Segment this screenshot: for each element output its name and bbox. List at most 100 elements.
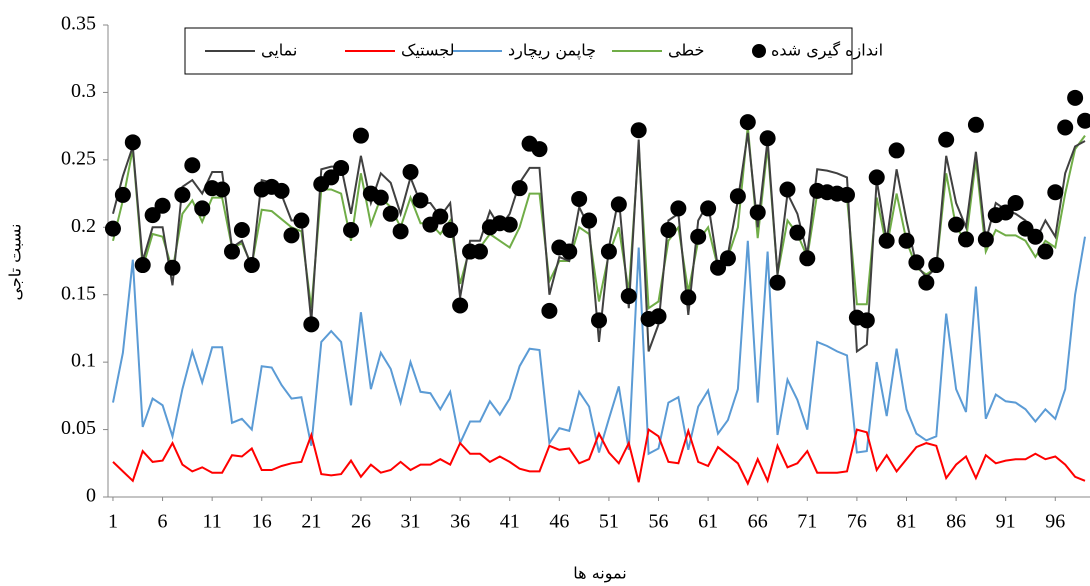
data-point	[928, 257, 945, 274]
x-tick-label: 86	[946, 511, 966, 533]
data-point	[303, 316, 320, 333]
data-point	[997, 204, 1014, 221]
y-tick-label: 0.3	[71, 80, 96, 102]
data-point	[620, 288, 637, 305]
data-point	[868, 169, 885, 186]
data-point	[670, 200, 687, 217]
data-point	[174, 186, 191, 203]
data-point	[1027, 228, 1044, 245]
data-point	[571, 190, 588, 207]
data-point	[273, 182, 290, 199]
data-point	[908, 254, 925, 271]
x-tick-label: 26	[351, 511, 371, 533]
data-point	[878, 232, 895, 249]
data-point	[719, 250, 736, 267]
data-point	[1077, 112, 1090, 129]
data-point	[581, 212, 598, 229]
data-point	[918, 274, 935, 291]
data-point	[194, 200, 211, 217]
data-point	[144, 207, 161, 224]
data-point	[789, 224, 806, 241]
series-line	[112, 427, 1086, 486]
data-point	[888, 142, 905, 159]
y-tick-label: 0.2	[71, 215, 96, 237]
legend-label: لجستیک	[401, 41, 454, 60]
data-point	[343, 221, 360, 238]
y-tick-label: 0.1	[71, 350, 96, 372]
data-point	[541, 302, 558, 319]
x-tick-label: 56	[649, 511, 669, 533]
x-tick-label: 66	[748, 511, 768, 533]
data-point	[442, 221, 459, 238]
data-point	[283, 227, 300, 244]
data-point	[700, 200, 717, 217]
y-tick-label: 0	[86, 485, 96, 507]
data-point	[471, 243, 488, 260]
data-point	[938, 131, 955, 148]
data-point	[412, 192, 429, 209]
data-point	[591, 312, 607, 329]
data-point	[769, 274, 786, 291]
y-tick-label: 0.15	[61, 282, 96, 304]
data-point	[749, 204, 766, 221]
legend-label: اندازه گیری شده	[771, 41, 883, 61]
data-point	[1067, 89, 1084, 106]
y-axis-label: نسبت تاجی	[6, 224, 25, 301]
data-point	[134, 257, 151, 274]
data-point	[511, 180, 528, 197]
data-point	[680, 289, 697, 306]
legend-box	[184, 27, 853, 75]
y-tick-label: 0.05	[61, 417, 96, 439]
data-point	[223, 243, 240, 260]
data-point	[948, 216, 965, 233]
x-tick-label: 51	[599, 511, 619, 533]
legend-label: خطی	[668, 41, 704, 60]
x-axis-label: نمونه ها	[573, 564, 626, 584]
data-point	[630, 122, 647, 139]
data-point	[799, 250, 816, 267]
data-point	[690, 228, 707, 245]
data-point	[382, 205, 399, 222]
data-point	[333, 159, 350, 176]
data-point	[710, 259, 727, 276]
x-tick-label: 6	[158, 511, 168, 533]
x-tick-label: 11	[203, 511, 222, 533]
data-point	[1047, 184, 1064, 201]
data-point	[977, 231, 994, 248]
data-point	[1037, 243, 1054, 260]
legend-marker	[752, 44, 766, 58]
x-tick-label: 76	[847, 511, 867, 533]
data-point	[729, 188, 746, 205]
y-tick-label: 0.25	[61, 147, 96, 169]
x-tick-label: 71	[797, 511, 817, 533]
data-point	[392, 223, 409, 240]
data-point	[1007, 195, 1024, 212]
data-point	[164, 259, 181, 276]
x-tick-label: 36	[450, 511, 470, 533]
x-tick-label: 41	[500, 511, 520, 533]
data-point	[452, 297, 469, 314]
series-line	[112, 236, 1086, 456]
x-tick-label: 91	[996, 511, 1016, 533]
data-point	[1057, 119, 1074, 136]
x-tick-label: 16	[252, 511, 272, 533]
data-point	[858, 312, 875, 329]
legend-label: چاپمن ریچارد	[508, 41, 596, 61]
data-point	[660, 221, 677, 238]
data-point	[372, 189, 389, 206]
x-tick-label: 46	[549, 511, 569, 533]
data-point	[600, 243, 617, 260]
data-point	[293, 212, 310, 229]
data-point	[898, 232, 915, 249]
data-point	[838, 186, 855, 203]
data-point	[739, 114, 756, 131]
data-point	[779, 181, 796, 198]
data-point	[958, 231, 975, 248]
series-line	[112, 126, 1086, 311]
data-point	[104, 220, 121, 237]
data-point	[759, 130, 776, 147]
data-point	[214, 181, 231, 198]
data-point	[432, 208, 449, 225]
